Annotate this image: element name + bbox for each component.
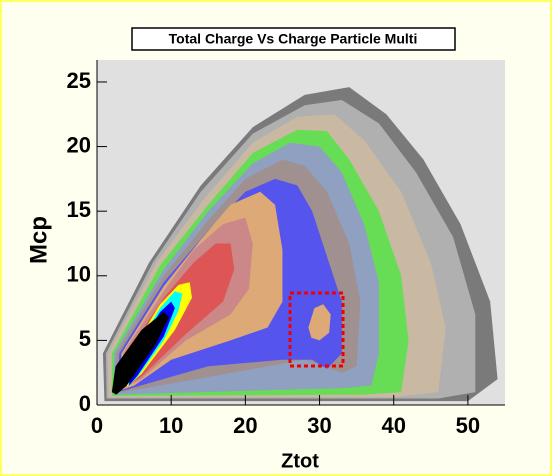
x-tick-label: 30 <box>307 413 331 438</box>
x-tick-label: 10 <box>159 413 183 438</box>
contour-band <box>111 311 169 395</box>
x-tick-label: 40 <box>381 413 405 438</box>
y-tick-label: 0 <box>79 391 91 416</box>
x-axis-label: Ztot <box>281 450 319 472</box>
x-tick-label: 20 <box>233 413 257 438</box>
x-tick-label: 50 <box>456 413 480 438</box>
y-tick-label: 15 <box>67 197 91 222</box>
contours <box>102 87 498 402</box>
y-axis-label: Mcp <box>25 216 52 264</box>
x-tick-label: 0 <box>91 413 103 438</box>
chart-title: Total Charge Vs Charge Particle Multi <box>169 31 418 47</box>
title-box <box>131 27 456 51</box>
y-tick-label: 25 <box>67 68 91 93</box>
contour-band <box>308 304 331 341</box>
y-tick-label: 10 <box>67 262 91 287</box>
y-tick-label: 5 <box>79 326 91 351</box>
y-tick-label: 20 <box>67 132 91 157</box>
